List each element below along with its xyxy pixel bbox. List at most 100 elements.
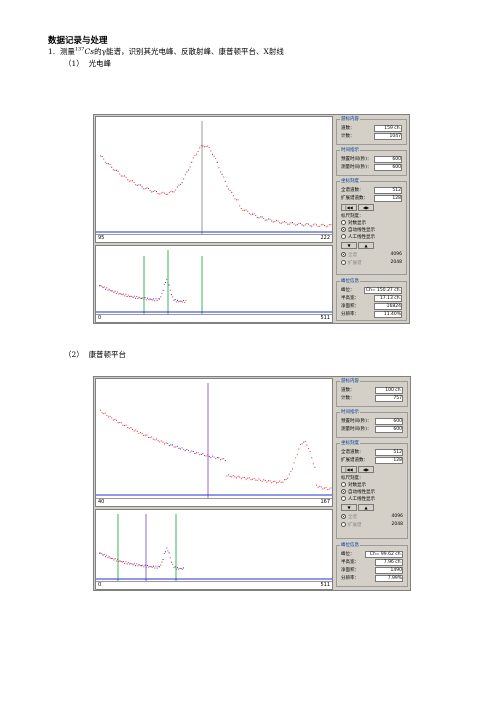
radio-expanded[interactable]: 扩展谱 [341, 260, 362, 266]
shift-right-button[interactable]: ◀▶ [358, 466, 374, 473]
spectrum-point [194, 155, 196, 157]
spectrum-point [181, 182, 183, 184]
spectrum-point [106, 414, 108, 416]
spectrum-point [172, 296, 174, 298]
spectrum-point [204, 146, 205, 148]
full-axis: 0 511 [96, 314, 332, 322]
spectrum-point [135, 429, 137, 431]
spectrum-point [228, 188, 229, 190]
spectrum-point [287, 477, 289, 479]
spectrum-point [119, 560, 121, 562]
spectrum-point [99, 285, 100, 287]
spectrum-point [274, 220, 276, 222]
spectrum-point [125, 293, 127, 295]
spectrum-point [160, 440, 162, 442]
radio-full[interactable]: 全谱 [341, 514, 357, 520]
spectrum-point [319, 225, 321, 227]
full-spectrum-plot[interactable]: 0 511 [95, 509, 333, 590]
scale-down-button[interactable]: ▼ [341, 504, 357, 511]
spectrum-point [175, 446, 177, 448]
radio-manual-linear[interactable]: 人工线性显示 [341, 496, 375, 502]
spectrum-point [308, 223, 309, 225]
spectrum-point [118, 561, 120, 563]
spectrum-point [108, 288, 110, 290]
spectrum-point [287, 223, 289, 225]
spectrum-point [250, 214, 252, 216]
radio-manual-linear[interactable]: 人工线性显示 [341, 234, 375, 240]
expanded-spectrum-plot[interactable]: 95 222 [95, 116, 333, 243]
spectrum-point [218, 457, 220, 459]
spectrum-point [268, 218, 269, 220]
spectrum-point [156, 438, 157, 440]
spectrum-point [263, 479, 265, 481]
spectrum-point [282, 481, 284, 483]
spectrum-point [264, 219, 266, 221]
spectrum-point [139, 565, 141, 567]
spectrum-point [165, 551, 166, 553]
spectrum-point [128, 180, 130, 182]
spectrum-point [169, 289, 171, 291]
scale-up-button[interactable]: ▲ [358, 242, 374, 249]
spectrum-point [199, 454, 201, 456]
spectrum-point [164, 443, 165, 445]
spectrum-point [306, 223, 308, 225]
spectrum-point [247, 210, 249, 212]
spectrum-point [218, 167, 220, 169]
spectrum-point [168, 552, 170, 554]
radio-expanded[interactable]: 扩展谱 [341, 522, 362, 528]
spectrum-point [284, 221, 285, 223]
spectrum-point [327, 488, 329, 490]
spectrum-point [208, 146, 210, 148]
spectrum-point [126, 563, 128, 565]
spectrum-point [123, 293, 124, 295]
spectrum-point [224, 460, 226, 462]
spectrum-point [130, 563, 132, 565]
spectrum-point [138, 296, 140, 298]
spectrum-point [109, 557, 111, 559]
section-heading: 数据记录与处理 [48, 36, 108, 46]
spectrum-point [224, 180, 226, 182]
spectrum-point [132, 180, 133, 182]
spectrum-point [141, 297, 142, 299]
spectrum-point [167, 442, 169, 444]
spectrum-point [276, 219, 277, 221]
radio-auto-linear[interactable]: 自动线性显示 [341, 489, 375, 495]
spectrum-point [99, 552, 100, 554]
spectrum-point [125, 424, 127, 426]
spectrum-point [154, 190, 156, 192]
control-panel-1: 游标内容 道数： 159 ch. 计数： 1047 时间指示 预置时间(秒)： 600… [334, 115, 409, 323]
spectrum-point [129, 296, 130, 298]
spectrum-point [162, 191, 164, 193]
spectrum-point [119, 292, 121, 294]
spectrum-point [213, 155, 215, 157]
spectrum-point [272, 481, 274, 483]
spectrum-point [121, 294, 123, 296]
radio-log[interactable]: 对数显示 [341, 482, 366, 488]
spectrum-point [157, 192, 159, 194]
spectrum-point [200, 145, 202, 147]
spectrum-point [133, 181, 135, 183]
scale-down-button[interactable]: ▼ [341, 242, 357, 249]
spectrum-point [236, 199, 237, 201]
spectrum-point [240, 207, 242, 209]
full-spectrum-plot[interactable]: 0 511 [95, 245, 333, 323]
spectrum-point [166, 278, 168, 280]
expanded-spectrum-plot[interactable]: 40 167 [95, 378, 333, 507]
radio-log[interactable]: 对数显示 [341, 220, 366, 226]
radio-full[interactable]: 全谱 [341, 252, 357, 258]
spectrum-point [172, 444, 173, 446]
spectrum-point [179, 567, 181, 569]
shift-right-button[interactable]: ◀▶ [358, 204, 374, 211]
shift-left-button[interactable]: |◀◀ [341, 204, 357, 211]
radio-auto-linear[interactable]: 自动线性显示 [341, 227, 375, 233]
spectrum-point [106, 287, 108, 289]
scale-up-button[interactable]: ▲ [358, 504, 374, 511]
spectrum-point [120, 561, 122, 563]
spectrum-point [277, 481, 279, 483]
spectrum-point [311, 457, 313, 459]
shift-left-button[interactable]: |◀◀ [341, 466, 357, 473]
spectrum-point [132, 429, 133, 431]
spectrum-point [138, 432, 140, 434]
time-group: 时间指示 预置时间(秒)： 600 测量时间(秒)： 600 [336, 147, 407, 176]
spectrum-point [232, 195, 234, 197]
